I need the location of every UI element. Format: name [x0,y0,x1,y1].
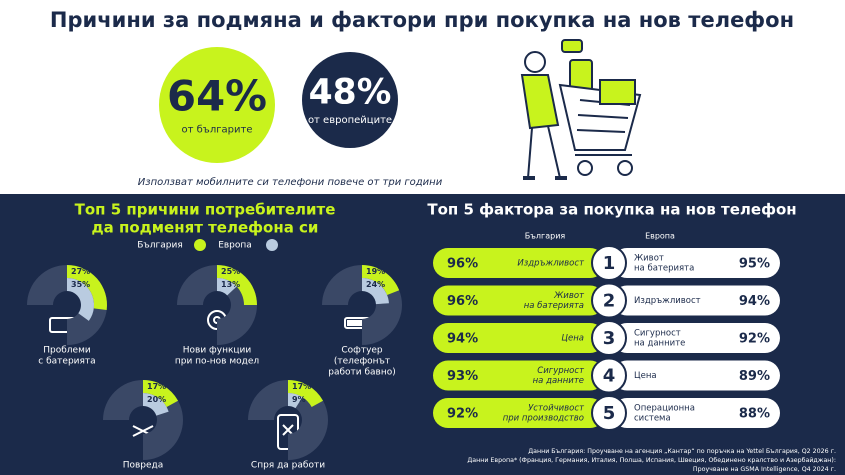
reason-label: работи бавно) [328,368,396,378]
rank-circle [591,357,627,394]
gauge-value: 24% [366,280,385,289]
europe-label: Издръжливост [634,296,701,306]
gauge-value: 35% [71,280,90,289]
bulgaria-value: 92% [447,407,478,422]
rank: 5 [603,403,616,424]
reasons-title: Топ 5 причини потребителите [75,201,336,219]
stat-circle [302,52,398,148]
column-header: Европа [645,232,675,241]
gauge-value: 27% [71,267,90,276]
title: Причини за подмяна и фактори при покупка… [50,8,794,32]
gauge-arc [362,265,400,296]
europe-label: система [634,414,671,424]
footnote: Данни България: Проучване на агенция „Ка… [528,448,836,455]
footnote: Проучване на GSMA Intelligence, Q4 2024 … [693,466,836,473]
reason-label: Повреда [123,461,164,471]
reason-label: при по-нов модел [175,357,259,367]
rank: 3 [603,328,616,349]
bulgaria-value: 93% [447,369,478,384]
gauge-value: 17% [147,382,166,391]
stat-circle [159,47,275,163]
factors-title: Топ 5 фактора за покупка на нов телефон [427,201,796,219]
stat-value: 64% [167,72,267,121]
reason-label: Проблеми [43,346,91,356]
stats-caption: Използват мобилните си телефони повече о… [138,176,443,188]
bulgaria-pill [433,398,605,428]
europe-value: 94% [739,294,770,309]
bulgaria-pill [433,248,605,278]
gauge-value: 9% [292,395,306,404]
bulgaria-label: Издръжливост [517,259,585,269]
gauge-value: 25% [221,267,240,276]
bulgaria-value: 94% [447,332,478,347]
legend-label: България [137,241,183,251]
gauge-arc [217,278,237,296]
stat-value: 48% [309,73,392,113]
bulgaria-pill [433,323,605,353]
bulgaria-label: Сигурност [537,366,585,376]
europe-label: Цена [634,371,657,381]
footnote: Данни Европа* (Франция, Германия, Италия… [467,456,836,464]
bulgaria-label: Цена [561,334,584,344]
legend-label: Европа [218,241,252,251]
gauge-arc [362,278,389,305]
stat-label: от европейците [308,115,392,126]
europe-value: 88% [739,407,770,422]
gauge-arc [288,380,324,407]
europe-label: на данните [634,339,685,349]
rank-circle [591,395,627,431]
reason-label: Софтуер [341,346,383,356]
legend-swatch [266,239,278,251]
gauge-arc [288,393,303,409]
rank: 2 [603,291,616,312]
column-header: България [525,232,566,241]
europe-label: Живот [634,254,664,264]
reason-label: с батерията [38,357,95,367]
bulgaria-label: на батерията [524,301,584,311]
illustration [520,39,642,180]
europe-label: Операционна [634,404,695,414]
gauge-value: 13% [221,280,240,289]
gauge-value: 19% [366,267,385,276]
gauge-arc [143,380,179,407]
reason-label: Спря да работи [251,461,325,471]
europe-pill [612,285,780,316]
europe-pill [612,398,780,428]
bulgaria-label: при производство [503,414,584,424]
legend-swatch [194,239,206,251]
gauge-value: 20% [147,395,166,404]
europe-pill [612,323,780,353]
rank: 1 [603,253,616,274]
europe-value: 95% [739,257,770,272]
europe-pill [612,248,780,278]
bulgaria-label: на данните [533,376,584,386]
gauge-value: 17% [292,382,311,391]
rank-circle [591,282,627,319]
gauge-arc [67,278,95,321]
gauge-arc [143,393,169,416]
europe-value: 89% [739,369,770,384]
reason-label: (телефонът [334,357,390,367]
europe-pill [612,360,780,391]
rank-circle [591,320,627,356]
reasons-title: да подменят телефона си [92,219,319,237]
bulgaria-label: Устойчивост [528,404,585,414]
europe-label: на батерията [634,264,694,274]
europe-label: Сигурност [634,329,681,339]
bulgaria-pill [433,360,605,391]
gauge-arc [67,265,107,311]
bulgaria-pill [433,285,605,316]
europe-value: 92% [739,332,770,347]
gauge-arc [217,265,257,305]
stat-label: от българите [182,124,253,135]
bulgaria-value: 96% [447,294,478,309]
reason-label: Нови функции [183,346,252,356]
bulgaria-label: Живот [553,291,585,301]
rank: 4 [603,366,616,387]
rank-circle [591,245,627,281]
bulgaria-value: 96% [447,257,478,272]
